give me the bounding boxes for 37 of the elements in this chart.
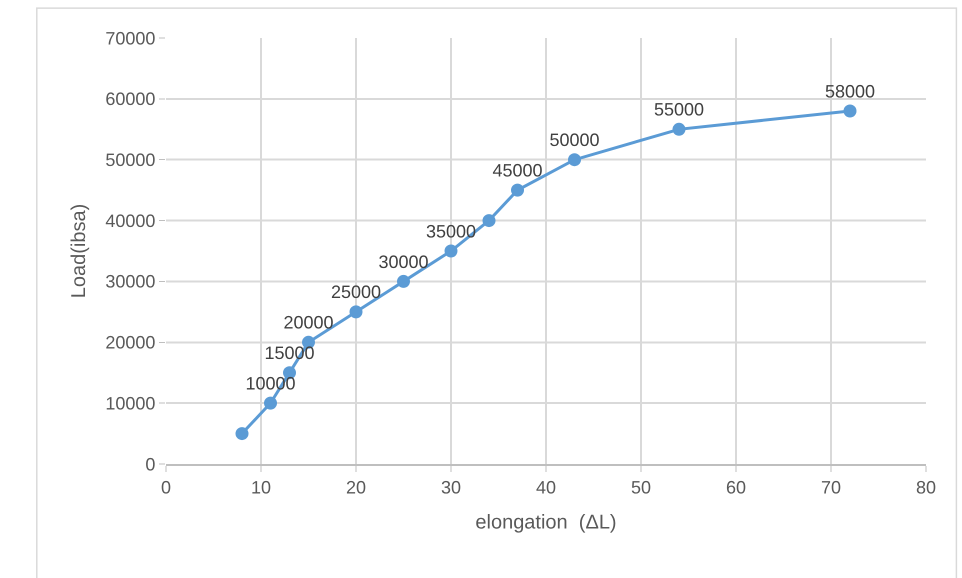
x-tick-label: 0 [160, 477, 172, 498]
x-tick-label: 70 [820, 477, 842, 498]
point [350, 305, 362, 318]
point [672, 122, 686, 136]
point [236, 427, 248, 440]
y-axis-title: Load(ibsa) [68, 204, 90, 298]
x-tick-label: 20 [346, 477, 366, 498]
data-label: 25000 [330, 282, 382, 302]
data-label: 35000 [426, 221, 476, 242]
x-tick-label: 30 [440, 477, 462, 498]
y-tick-label: 60000 [105, 89, 156, 110]
data-label: 45000 [492, 160, 543, 181]
point [482, 214, 496, 228]
x-tick-label: 10 [250, 477, 272, 498]
x-tick-label: 40 [536, 477, 556, 498]
y-tick-label: 10000 [105, 393, 156, 414]
x-tick-label: 80 [916, 477, 936, 498]
point [444, 244, 458, 258]
data-label: 20000 [283, 312, 334, 333]
x-tick-label: 50 [630, 477, 652, 498]
y-tick-label: 30000 [105, 272, 156, 292]
point [844, 104, 856, 118]
data-label: 30000 [378, 252, 429, 272]
point [264, 396, 277, 410]
y-tick-label: 40000 [105, 210, 156, 231]
data-label: 58000 [824, 81, 876, 102]
x-axis-title: elongation (ΔL) [475, 511, 617, 534]
point [397, 274, 410, 288]
y-tick-label: 20000 [105, 332, 156, 353]
y-tick-label: 50000 [105, 150, 156, 170]
point [511, 184, 524, 197]
data-label: 55000 [654, 100, 704, 120]
y-tick-label: 70000 [105, 28, 156, 48]
data-label: 50000 [549, 130, 600, 150]
x-tick-label: 60 [726, 477, 746, 498]
point [568, 153, 581, 166]
y-tick-label: 0 [145, 454, 156, 474]
